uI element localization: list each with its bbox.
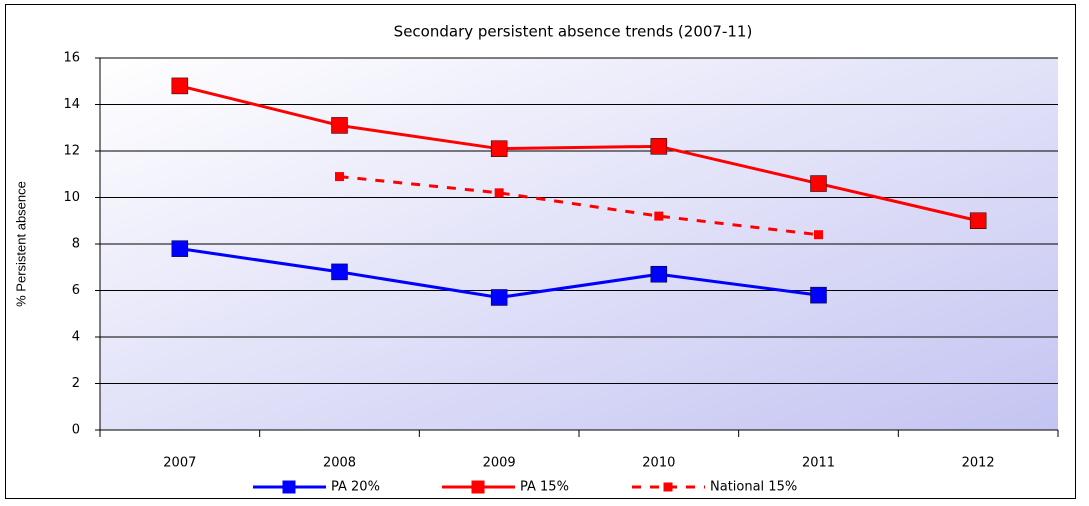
data-point (814, 230, 823, 240)
y-tick-label: 4 (72, 330, 80, 345)
legend-marker (282, 480, 296, 494)
x-tick-label: 2009 (483, 456, 516, 471)
data-point (810, 286, 827, 304)
data-point (969, 212, 987, 229)
data-point (171, 77, 189, 95)
legend-label: PA 20% (331, 480, 380, 495)
y-tick-label: 10 (63, 190, 80, 205)
legend-marker (663, 482, 673, 492)
y-tick-label: 2 (72, 376, 80, 391)
data-point (490, 289, 508, 306)
chart-title: Secondary persistent absence trends (200… (394, 23, 753, 41)
data-point (494, 188, 504, 198)
legend-label: National 15% (710, 480, 797, 495)
y-axis-label: % Persistent absence (13, 181, 28, 307)
y-tick-label: 12 (63, 144, 80, 159)
x-tick-label: 2011 (802, 456, 835, 471)
series-line (179, 84, 979, 223)
x-tick-label: 2008 (323, 456, 356, 471)
y-tick-label: 8 (72, 237, 80, 252)
data-point (490, 140, 508, 157)
data-point (331, 117, 348, 134)
y-tick-label: 14 (63, 97, 80, 112)
data-point (331, 263, 348, 281)
data-point (171, 240, 189, 257)
data-point (810, 175, 827, 192)
y-tick-label: 6 (72, 283, 80, 298)
y-tick-label: 16 (63, 51, 80, 66)
data-point (654, 211, 664, 221)
x-tick-label: 2007 (163, 456, 196, 471)
data-point (335, 172, 344, 182)
series-line (339, 175, 819, 237)
data-point (650, 265, 668, 283)
data-point (650, 138, 668, 155)
y-tick-label: 0 (72, 423, 80, 438)
x-tick-label: 2012 (962, 456, 995, 471)
legend-label: PA 15% (520, 480, 569, 495)
x-tick-label: 2010 (642, 456, 675, 471)
legend-marker (471, 480, 485, 494)
